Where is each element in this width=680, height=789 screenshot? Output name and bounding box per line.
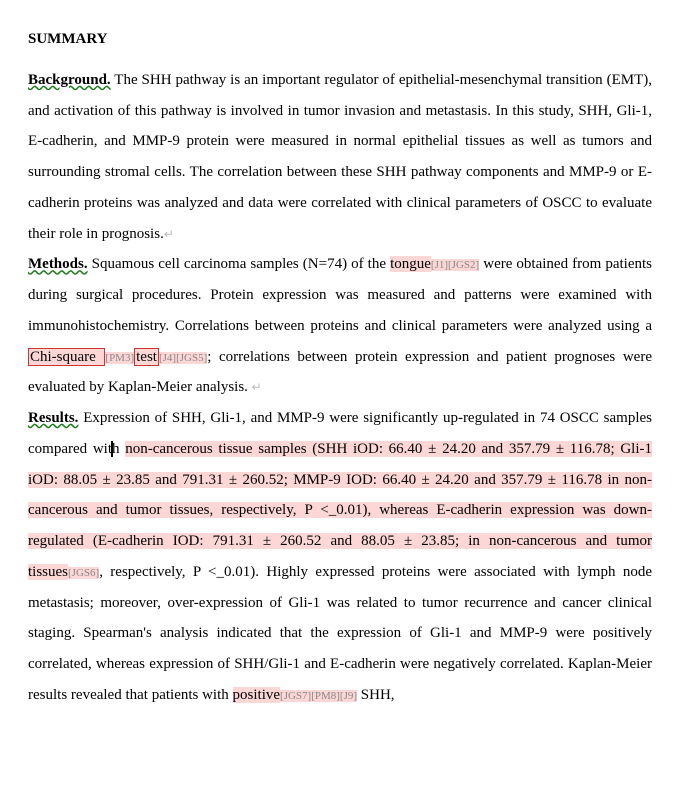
- comment-tag-j4[interactable]: [J4][JGS5]: [159, 352, 207, 364]
- tracked-change-positive[interactable]: positive: [233, 687, 281, 703]
- methods-text-1: Squamous cell carcinoma samples (N=74) o…: [88, 256, 390, 272]
- methods-head: Methods.: [28, 256, 88, 272]
- section-title-summary: SUMMARY: [28, 24, 652, 55]
- results-text-3: SHH,: [357, 687, 395, 703]
- tracked-change-tongue[interactable]: tongue: [390, 256, 431, 272]
- tracked-change-chisquare[interactable]: Chi-square: [28, 348, 105, 366]
- background-head: Background.: [28, 72, 111, 88]
- results-text-2: , respectively, P <_0.01). Highly expres…: [28, 564, 652, 703]
- comment-tag-jgs6[interactable]: [JGS6]: [68, 567, 99, 579]
- results-head: Results.: [28, 410, 78, 426]
- background-paragraph: Background. The SHH pathway is an import…: [28, 65, 652, 250]
- methods-paragraph: Methods. Squamous cell carcinoma samples…: [28, 249, 652, 403]
- comment-tag-jgs7[interactable]: [JGS7][PM8][J9]: [280, 690, 357, 702]
- comment-tag-pm3[interactable]: [PM3]: [105, 352, 134, 364]
- tracked-change-test[interactable]: test: [134, 348, 159, 366]
- background-text: The SHH pathway is an important regulato…: [28, 72, 652, 242]
- results-paragraph: Results. Expression of SHH, Gli-1, and M…: [28, 403, 652, 711]
- tracked-change-results-block[interactable]: non-cancerous tissue samples (SHH iOD: 6…: [28, 441, 652, 580]
- return-mark-icon: ↵: [164, 227, 174, 241]
- return-mark-icon: ↵: [252, 380, 262, 394]
- comment-tag-j1[interactable]: [J1][JGS2]: [431, 259, 479, 271]
